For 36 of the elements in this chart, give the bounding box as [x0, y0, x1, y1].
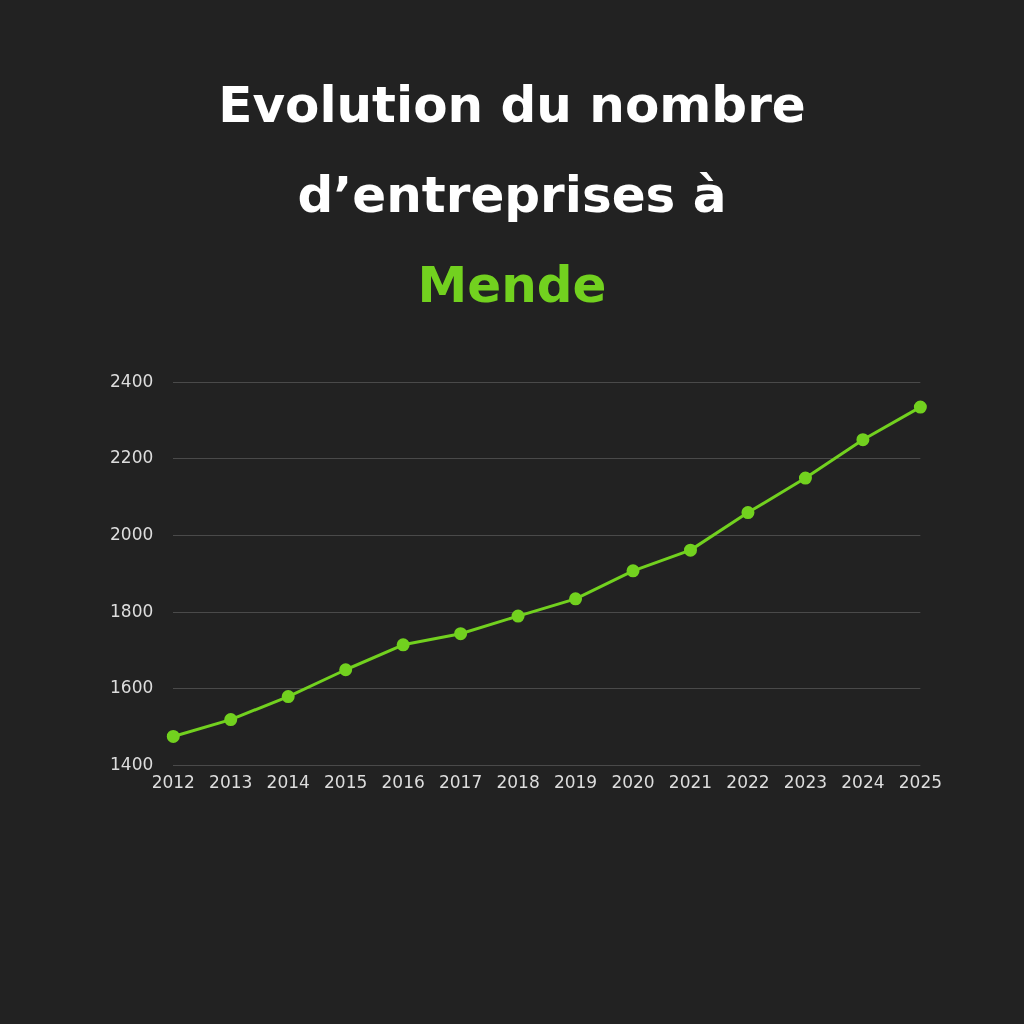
point — [683, 543, 697, 557]
chart-subtitle: Mende — [416, 255, 608, 316]
point — [511, 609, 525, 623]
y-tick-label: 1400 — [110, 754, 154, 775]
x-tick-label: 2020 — [611, 772, 655, 793]
x-tick-label: 2019 — [553, 772, 598, 793]
x-tick-label: 2012 — [151, 772, 195, 793]
y-tick-label: 1600 — [110, 677, 154, 698]
y-tick-label: 1800 — [110, 600, 154, 621]
point — [339, 663, 353, 677]
point — [798, 471, 812, 485]
x-tick-label: 2014 — [266, 772, 310, 793]
x-tick-label: 2013 — [209, 772, 253, 793]
x-tick-label: 2023 — [783, 772, 828, 793]
point — [166, 729, 180, 743]
x-tick-label: 2016 — [381, 772, 425, 793]
point — [396, 638, 410, 652]
point — [281, 690, 295, 704]
point — [224, 713, 238, 727]
point — [741, 506, 755, 520]
x-tick-label: 2018 — [496, 772, 540, 793]
point — [454, 627, 468, 641]
point — [569, 592, 583, 606]
y-tick-label: 2000 — [110, 523, 154, 544]
x-tick-label: 2021 — [668, 772, 713, 793]
point — [913, 400, 927, 414]
x-tick-label: 2017 — [438, 772, 483, 793]
x-tick-label: 2025 — [898, 772, 942, 793]
x-tick-label: 2022 — [726, 772, 770, 793]
point — [626, 564, 640, 578]
chart-title: Evolution du nombre d’entreprises à — [217, 75, 807, 226]
x-tick-label: 2015 — [324, 772, 368, 793]
y-tick-label: 2200 — [110, 447, 154, 468]
x-tick-label: 2024 — [841, 772, 885, 793]
y-tick-label: 2400 — [110, 370, 154, 391]
point — [856, 433, 870, 447]
